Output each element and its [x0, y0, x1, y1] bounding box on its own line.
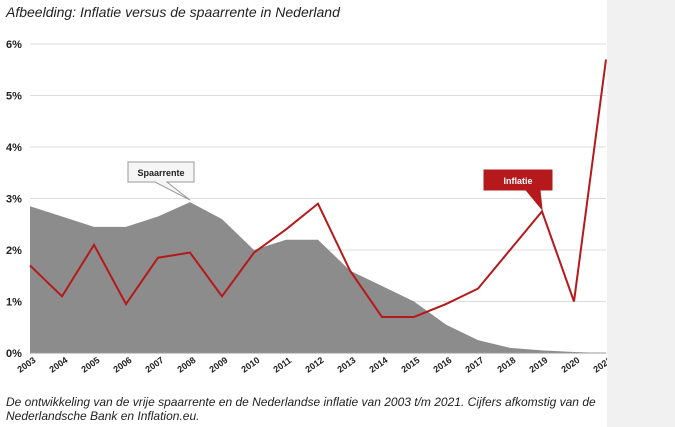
x-tick-label: 2017 — [463, 355, 485, 375]
y-tick-label: 1% — [6, 297, 22, 309]
y-tick-label: 2% — [6, 245, 22, 257]
spaarrente-area — [30, 202, 606, 353]
x-tick-label: 2019 — [527, 355, 549, 375]
x-tick-label: 2012 — [303, 355, 325, 375]
inflatie-line — [29, 59, 607, 318]
x-tick-label: 2009 — [207, 355, 229, 375]
y-tick-label: 5% — [6, 91, 22, 103]
inflatie-callout-label: Inflatie — [503, 176, 532, 186]
x-tick-label: 2015 — [399, 355, 421, 375]
side-panel — [607, 0, 675, 427]
x-tick-label: 2021 — [591, 355, 607, 375]
x-tick-label: 2016 — [431, 355, 453, 375]
x-tick-label: 2018 — [495, 355, 517, 375]
x-tick-label: 2020 — [559, 355, 581, 375]
figure-heading: Afbeelding: Inflatie versus de spaarrent… — [6, 4, 340, 20]
x-tick-label: 2014 — [367, 355, 389, 375]
y-tick-label: 4% — [6, 142, 22, 154]
inflatie-callout-box — [483, 169, 553, 211]
chart: 0%1%2%3%4%5%6%2003 2004 2005 2006 2007 2008 20… — [6, 39, 607, 375]
x-tick-label: 2013 — [335, 355, 357, 375]
y-tick-label: 6% — [6, 39, 22, 51]
x-tick-label: 2006 — [111, 355, 133, 375]
y-tick-label: 3% — [6, 194, 22, 206]
x-tick-label: 2010 — [239, 355, 261, 375]
x-tick-label: 2004 — [47, 355, 69, 375]
x-tick-label: 2011 — [271, 355, 293, 374]
x-tick-label: 2007 — [143, 355, 165, 375]
spaarrente-callout-label: Spaarrente — [137, 168, 184, 178]
y-tick-label: 0% — [6, 348, 22, 360]
x-tick-label: 2005 — [79, 355, 101, 375]
figure-caption: De ontwikkeling van de vrije spaarrente … — [6, 395, 596, 423]
spaarrente-callout-box — [127, 161, 195, 201]
x-tick-label: 2008 — [175, 355, 197, 375]
